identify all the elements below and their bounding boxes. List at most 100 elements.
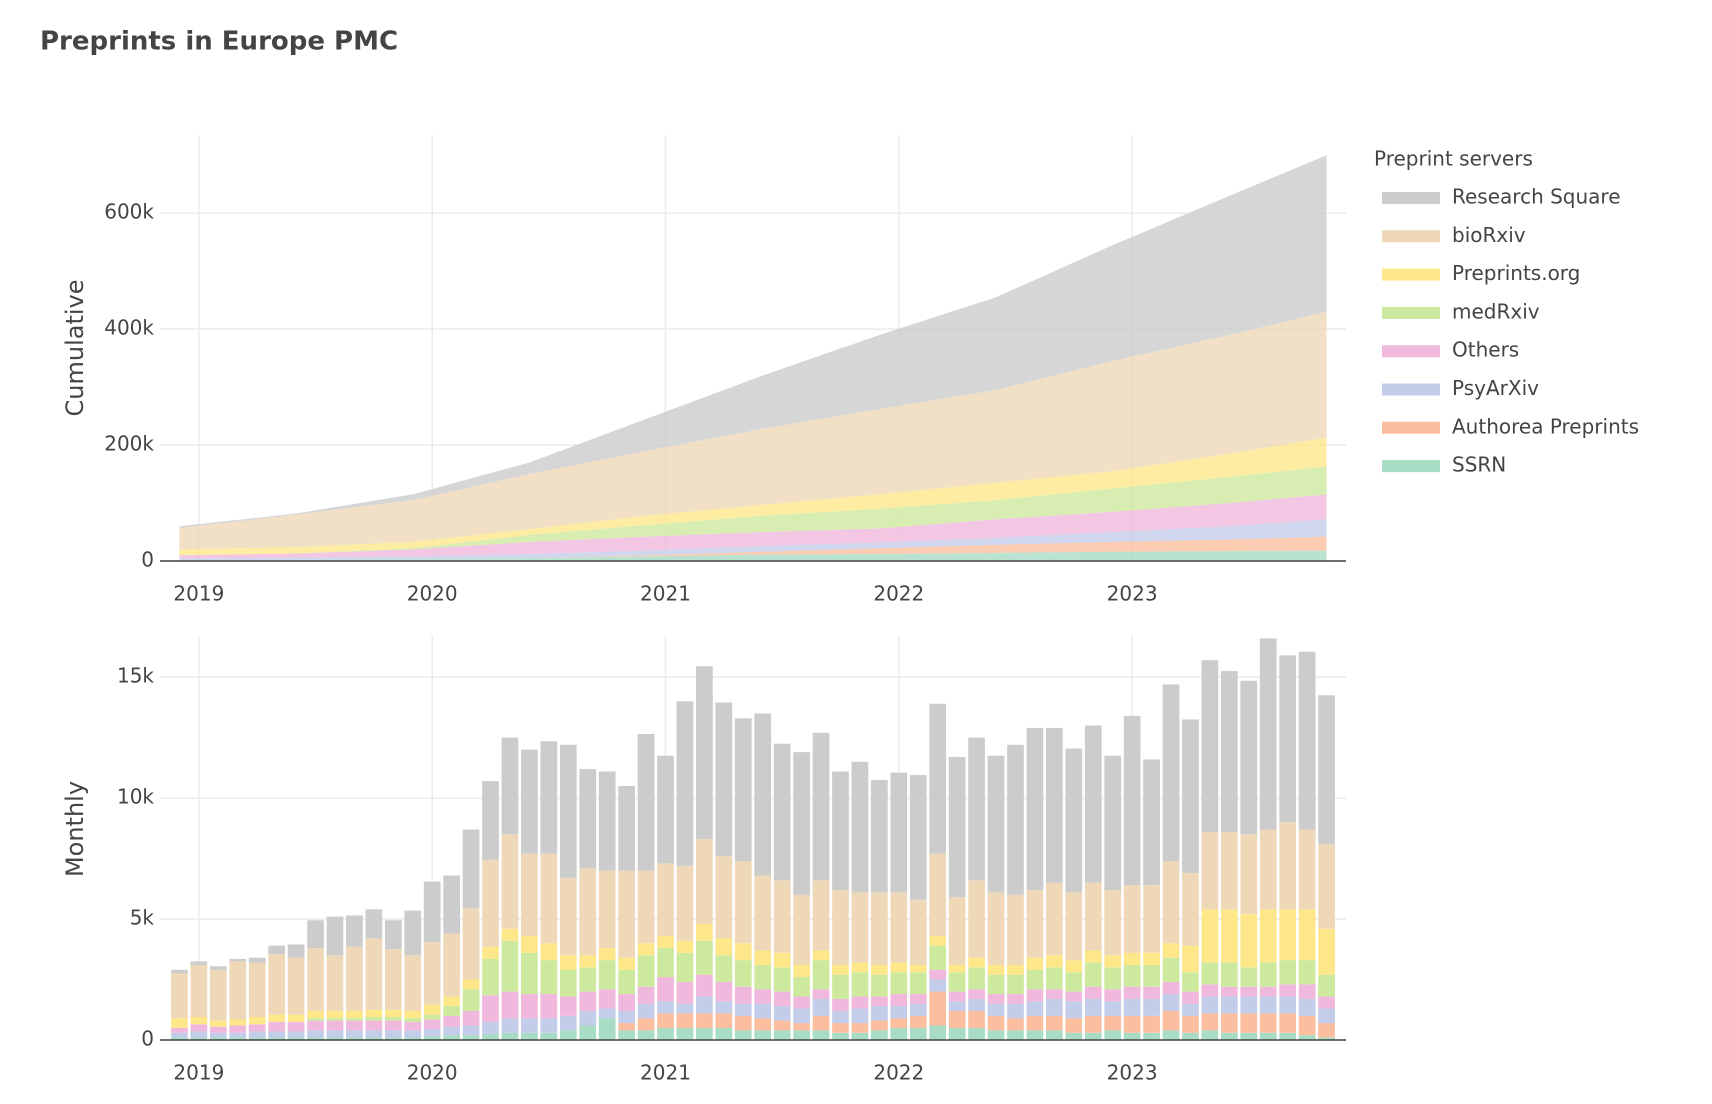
bar-segment xyxy=(1007,744,1024,895)
bar-segment xyxy=(1182,991,1199,1004)
bar-segment xyxy=(1298,998,1316,1016)
bar-segment xyxy=(1240,1013,1258,1033)
bar-segment xyxy=(987,1003,1005,1016)
legend-label: medRxiv xyxy=(1452,299,1540,323)
bar-segment xyxy=(676,1027,694,1040)
bar-segment xyxy=(1318,1037,1335,1040)
bar-segment xyxy=(501,940,519,992)
bar-segment xyxy=(890,972,908,995)
bar-segment xyxy=(657,1001,674,1014)
bar-segment xyxy=(1298,960,1316,985)
area xyxy=(179,494,1327,559)
bar-segment xyxy=(1026,1001,1044,1016)
bar-segment xyxy=(462,1025,480,1036)
bar-segment xyxy=(696,996,713,1014)
bar-segment xyxy=(171,973,188,1019)
y-tick-label: 200k xyxy=(104,432,154,456)
bar-segment xyxy=(793,1030,810,1040)
bar-segment xyxy=(346,1010,363,1019)
bar-segment xyxy=(890,994,908,1007)
bar-segment xyxy=(579,955,597,968)
bar-segment xyxy=(482,958,499,996)
bar-segment xyxy=(1084,950,1102,963)
bar-segment xyxy=(832,1010,849,1024)
y-tick-label: 400k xyxy=(104,316,154,340)
bar-segment xyxy=(657,755,674,864)
bar-segment xyxy=(1182,945,1199,973)
bar-segment xyxy=(696,923,713,941)
bar-segment xyxy=(1279,960,1297,985)
y-axis-title: Monthly xyxy=(61,781,89,877)
bar-segment xyxy=(657,1013,674,1028)
bar-segment xyxy=(190,1017,208,1025)
bar-segment xyxy=(384,920,402,950)
area xyxy=(179,155,1327,528)
bar-segment xyxy=(598,989,616,1009)
y-tick-label: 0 xyxy=(141,1027,154,1051)
bar-segment xyxy=(384,1037,402,1040)
bar-segment xyxy=(1220,909,1238,963)
bar-segment xyxy=(423,942,441,1005)
area xyxy=(179,519,1327,561)
bar-segment xyxy=(1318,928,1335,975)
bar-segment xyxy=(326,1010,344,1019)
bar-segment xyxy=(423,1019,441,1030)
bar-segment xyxy=(1104,989,1122,1002)
bar-segment xyxy=(1182,972,1199,992)
legend-label: Preprints.org xyxy=(1452,261,1580,285)
bar-segment xyxy=(1298,909,1316,961)
bar-segment xyxy=(462,1035,480,1040)
bar-segment xyxy=(1104,1001,1122,1016)
bar-segment xyxy=(909,972,927,995)
x-tick-label: 2023 xyxy=(1107,582,1158,606)
bar-segment xyxy=(637,733,655,871)
bar-segment xyxy=(909,965,927,973)
bar-segment xyxy=(1007,965,1024,975)
bar-segment xyxy=(754,875,772,951)
bar-segment xyxy=(307,1037,324,1040)
bar-segment xyxy=(618,1010,635,1024)
bar-segment xyxy=(1240,986,1258,997)
bar-segment xyxy=(871,1030,888,1040)
bar-segment xyxy=(248,1037,266,1040)
bar-segment xyxy=(909,994,927,1004)
bar-segment xyxy=(540,994,558,1019)
bar-segment xyxy=(346,946,363,1011)
legend-title: Preprint servers xyxy=(1374,147,1533,171)
y-tick-label: 600k xyxy=(104,200,154,224)
bar-segment xyxy=(754,950,772,966)
bar-segment xyxy=(987,1015,1005,1031)
legend-label: Authorea Preprints xyxy=(1452,414,1639,438)
bar-segment xyxy=(1298,651,1316,830)
bar-segment xyxy=(346,915,363,947)
bar-segment xyxy=(1084,998,1102,1016)
bar-segment xyxy=(209,1037,227,1040)
bar-segment xyxy=(909,1015,927,1028)
area xyxy=(179,536,1327,561)
bar-segment xyxy=(1065,960,1083,973)
bar-segment xyxy=(637,943,655,956)
bar-segment xyxy=(559,744,577,878)
bar-segment xyxy=(521,1032,538,1040)
bar-segment xyxy=(734,986,752,1004)
bar-segment xyxy=(1318,974,1335,997)
bar-segment xyxy=(948,965,966,973)
bar-segment xyxy=(384,1020,402,1031)
bar-segment xyxy=(948,1001,966,1011)
bar-segment xyxy=(1201,831,1219,910)
bar-segment xyxy=(734,1003,752,1016)
bar-segment xyxy=(1259,986,1277,997)
bar-segment xyxy=(287,1037,305,1040)
bar-segment xyxy=(832,965,849,975)
bar-segment xyxy=(1065,1001,1083,1019)
bar-segment xyxy=(793,965,810,978)
bar-segment xyxy=(929,991,947,1026)
bar-segment xyxy=(1065,972,1083,992)
bar-segment xyxy=(812,950,830,961)
bar-segment xyxy=(326,1037,344,1040)
bar-segment xyxy=(1182,1015,1199,1033)
bar-segment xyxy=(1318,844,1335,929)
bar-segment xyxy=(384,949,402,1010)
bar-segment xyxy=(1162,684,1180,861)
bar-segment xyxy=(1279,909,1297,961)
